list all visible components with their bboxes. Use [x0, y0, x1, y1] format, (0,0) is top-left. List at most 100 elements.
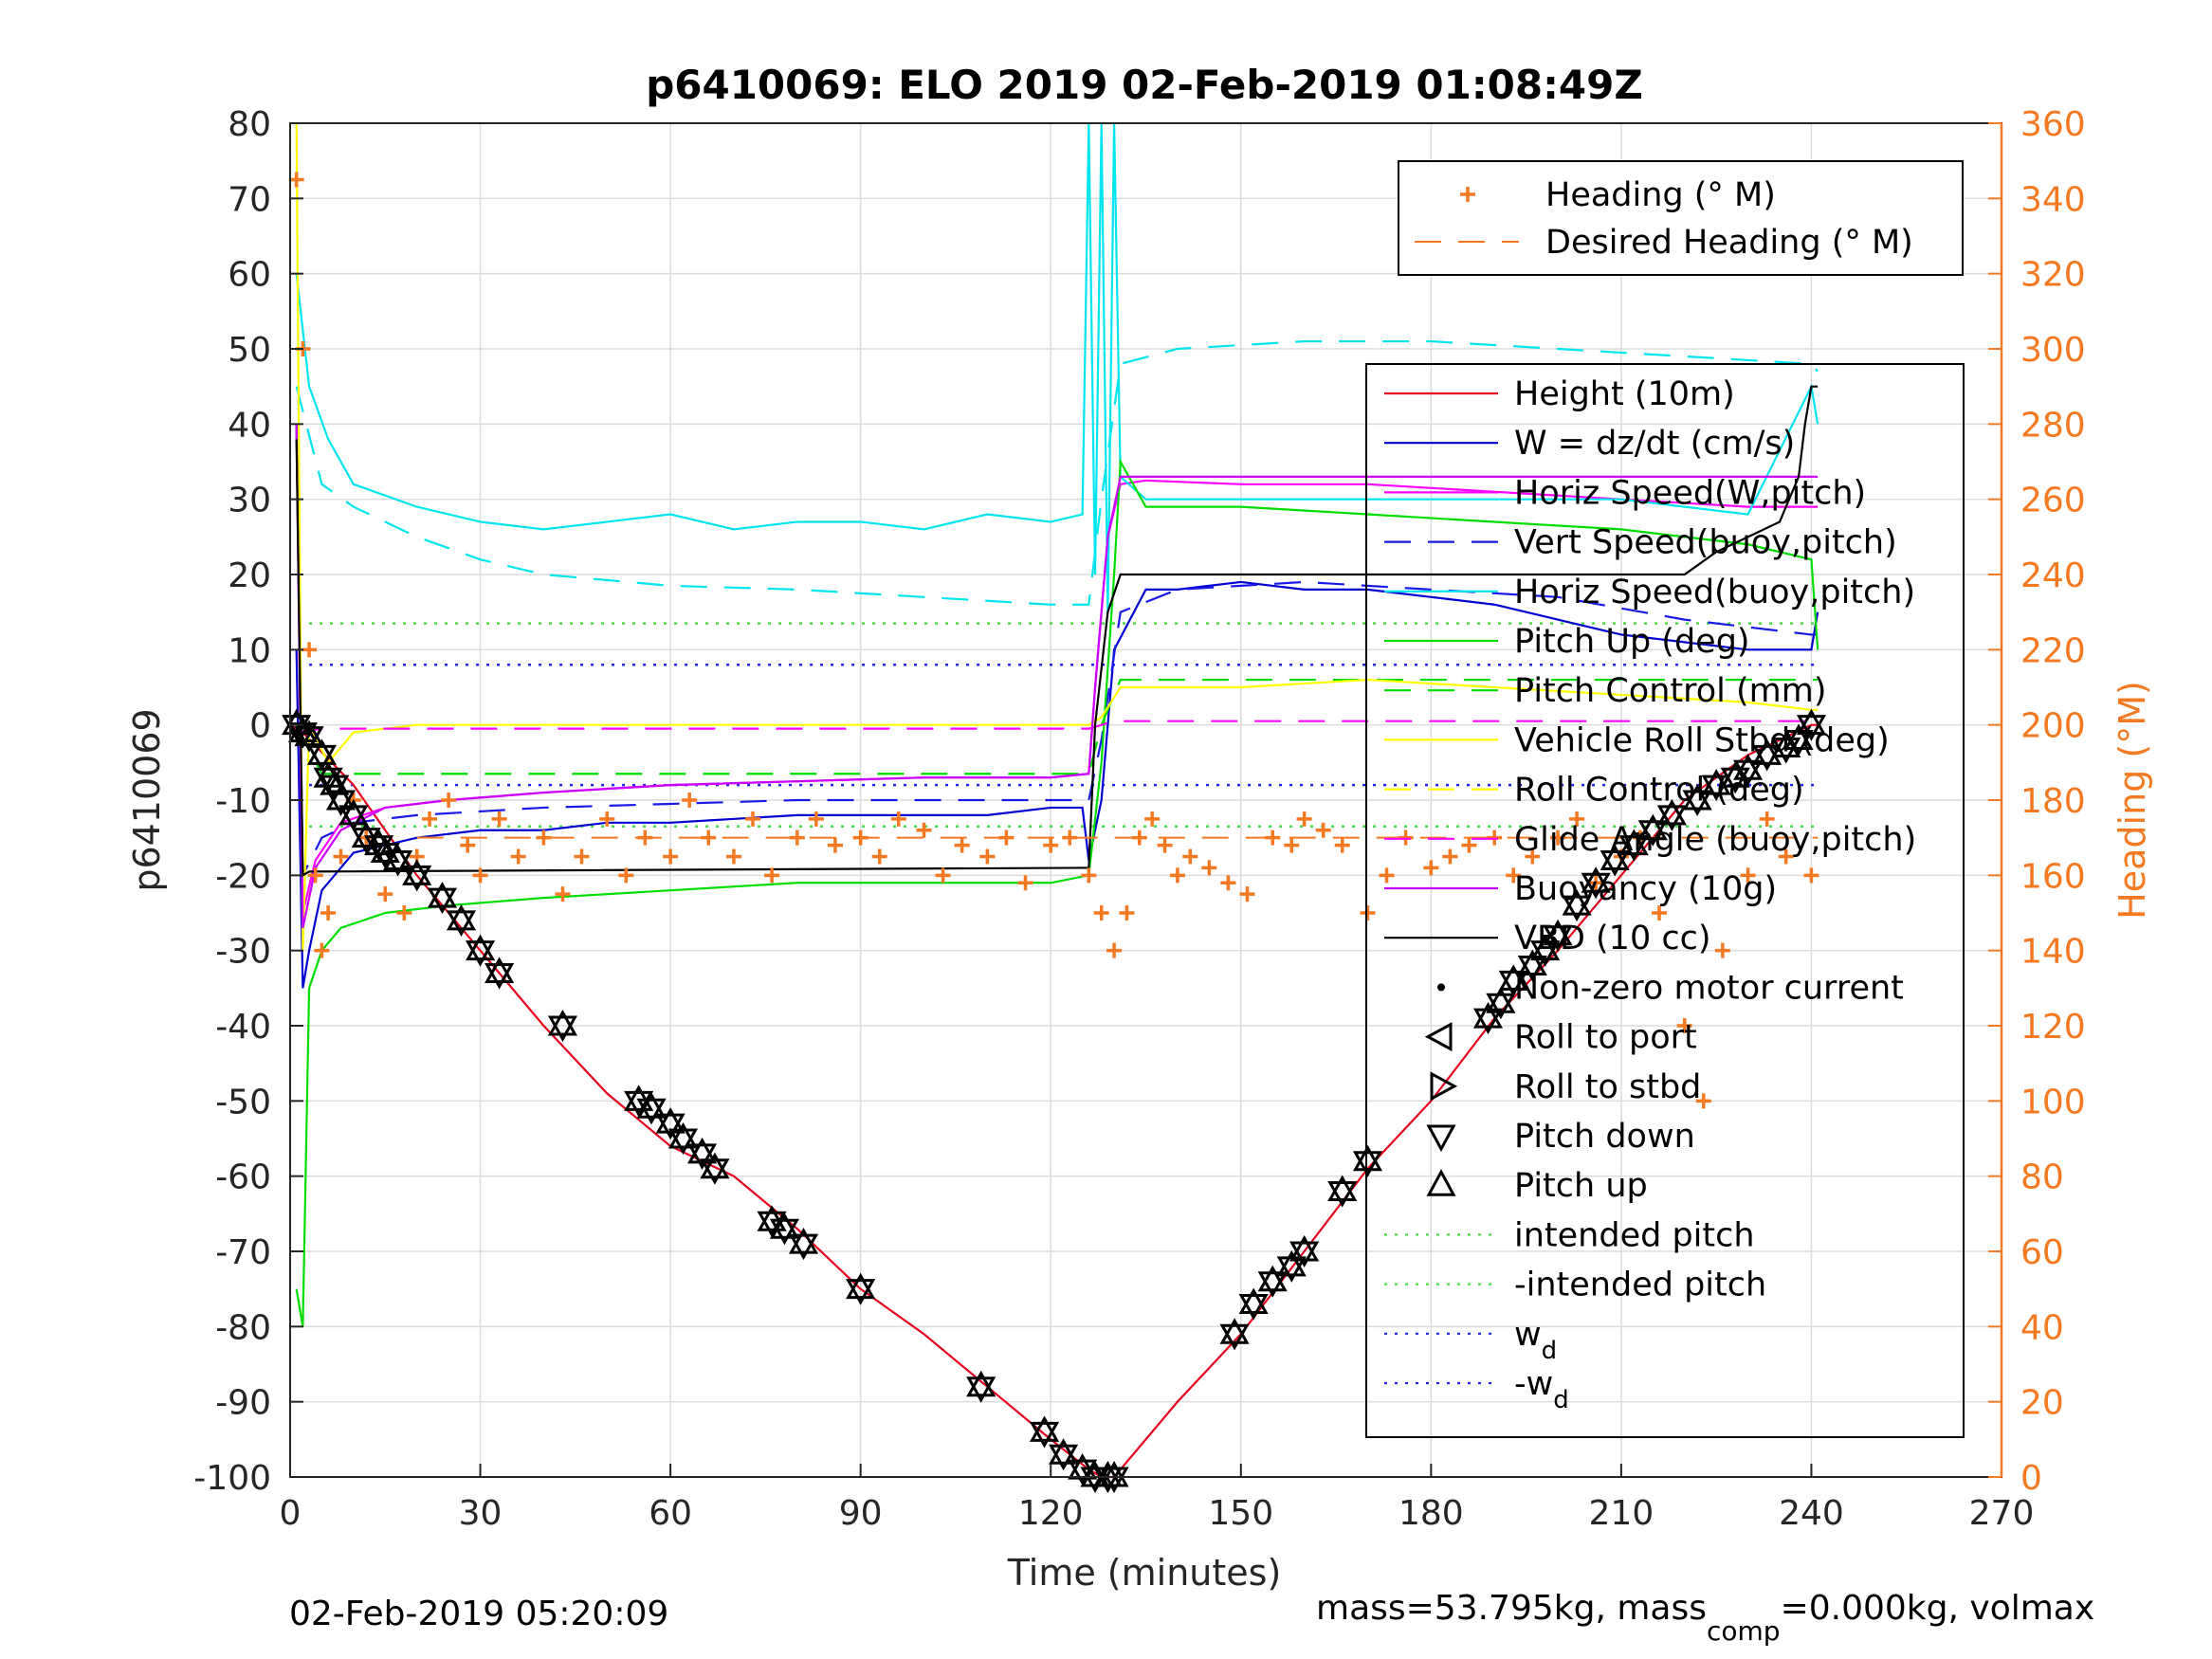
y-left-tick-label: -90 [215, 1384, 271, 1423]
heading-point [1017, 875, 1033, 891]
heading-point [1119, 905, 1135, 921]
pitch-up-marker [402, 859, 432, 885]
pitch-down-marker [351, 828, 381, 854]
pitch-down-marker [686, 1143, 718, 1170]
footer-mass-sub: comp [1707, 1615, 1781, 1647]
pitch-down-marker [1618, 835, 1649, 862]
pitch-down-marker [1682, 790, 1712, 817]
heading-point [307, 867, 323, 884]
legend-entry-label: wd [1514, 1316, 1557, 1365]
pitch-up-marker [1682, 783, 1712, 811]
legend-entry-label: Buoyancy (10g) [1514, 870, 1777, 908]
y-right-tick-label: 360 [2020, 105, 2086, 144]
heading-point [1550, 830, 1566, 846]
legend-swatch-dot [1437, 983, 1445, 992]
legend-entry-text: VBD (10 cc) [1514, 920, 1711, 957]
y-left-tick-label: -10 [215, 782, 271, 821]
heading-point [916, 822, 932, 838]
series-line [289, 723, 1819, 1479]
y-left-tick-label: -100 [193, 1459, 271, 1498]
x-axis-ticks: 0 30 60 90 120 150 180 210 240 270 [280, 1464, 2034, 1533]
legend-heading: Heading (° M) Desired Heading (° M) [1398, 160, 1964, 276]
heading-point [288, 172, 304, 188]
y-left-tick-label: 40 [228, 406, 271, 445]
heading-point [890, 811, 906, 827]
y-right-tick-label: 40 [2020, 1308, 2064, 1347]
pitch-down-marker [547, 1015, 578, 1043]
heading-point [1398, 830, 1414, 846]
heading-point [555, 886, 571, 902]
pitch-down-marker [1733, 759, 1764, 787]
marker-group [282, 708, 1827, 1494]
pitch-down-marker [966, 1376, 996, 1403]
pitch-up-marker [846, 1272, 876, 1300]
heading-point [302, 642, 318, 658]
heading-point [979, 848, 996, 865]
heading-point [871, 848, 887, 865]
heading-point [1239, 886, 1255, 902]
heading-point [998, 830, 1015, 846]
y-left-axis-ticks: -100-90-80-70-60-50-40-30-20-10010203040… [193, 105, 303, 1498]
pitch-down-marker [1486, 993, 1516, 1020]
heading-point [808, 811, 824, 827]
pitch-up-marker [1562, 889, 1592, 916]
heading-point [574, 848, 590, 865]
pitch-up-marker [667, 1121, 699, 1149]
pitch-down-marker [1581, 872, 1611, 900]
y-right-tick-label: 240 [2020, 556, 2086, 595]
legend-entry-text: -w [1514, 1365, 1553, 1403]
legend-entry-text: Pitch up [1514, 1167, 1648, 1205]
pitch-up-marker [465, 934, 496, 961]
legend-entry-text: -intended pitch [1514, 1267, 1766, 1304]
legend-heading-label: Desired Heading (° M) [1545, 224, 1913, 262]
heading-point [1652, 905, 1667, 921]
series-line [295, 122, 1819, 951]
footer-mass: mass=53.795kg, masscomp=0.000kg, volmax [1316, 1589, 2094, 1647]
pitch-down-marker [325, 790, 356, 817]
series-line [295, 385, 1819, 878]
x-tick-label: 0 [280, 1494, 302, 1533]
pitch-down-marker [846, 1279, 876, 1305]
pitch-up-marker [636, 1092, 667, 1119]
pitch-down-marker [446, 910, 477, 937]
footer-mass-tail: =0.000kg, volmax [1781, 1589, 2095, 1628]
pitch-down-marker [427, 887, 458, 915]
pitch-up-marker [1752, 738, 1782, 765]
pitch-up-marker [1637, 813, 1668, 841]
y-right-tick-label: 220 [2020, 631, 2086, 670]
x-tick-label: 120 [1018, 1494, 1084, 1533]
legend-heading-label: Heading (° M) [1545, 176, 1776, 214]
heading-point [1284, 837, 1300, 853]
pitch-down-marker [788, 1233, 819, 1261]
footer-timestamp: 02-Feb-2019 05:20:09 [289, 1595, 668, 1633]
pitch-up-marker [1733, 754, 1764, 780]
legend-entry-text: Pitch down [1514, 1118, 1695, 1156]
legend-swatch-pitch-down [1426, 1124, 1456, 1153]
heading-point [422, 811, 438, 827]
heading-point [472, 867, 488, 884]
x-tick-label: 90 [839, 1494, 883, 1533]
y-left-tick-label: 70 [228, 180, 271, 219]
pitch-up-marker [1771, 731, 1801, 757]
pitch-up-marker [788, 1228, 819, 1254]
y-right-tick-label: 160 [2020, 857, 2086, 896]
pitch-up-marker [446, 903, 477, 931]
pitch-up-marker [1656, 798, 1687, 826]
pitch-down-marker [655, 1113, 686, 1140]
pitch-up-marker [383, 844, 413, 870]
y-left-tick-label: 20 [228, 556, 271, 595]
series-line [295, 122, 1819, 612]
y-left-tick-label: 50 [228, 331, 271, 370]
heading-point [599, 811, 615, 827]
legend-entry-subscript: d [1542, 1337, 1558, 1365]
heading-point [1043, 837, 1059, 853]
pitch-up-marker [306, 738, 337, 765]
y-right-tick-label: 140 [2020, 933, 2086, 972]
y-right-tick-label: 200 [2020, 707, 2086, 746]
heading-point [1461, 837, 1477, 853]
y-right-tick-label: 20 [2020, 1384, 2064, 1423]
heading-point [460, 837, 476, 853]
y-right-tick-label: 0 [2020, 1459, 2042, 1498]
heading-point [852, 830, 868, 846]
